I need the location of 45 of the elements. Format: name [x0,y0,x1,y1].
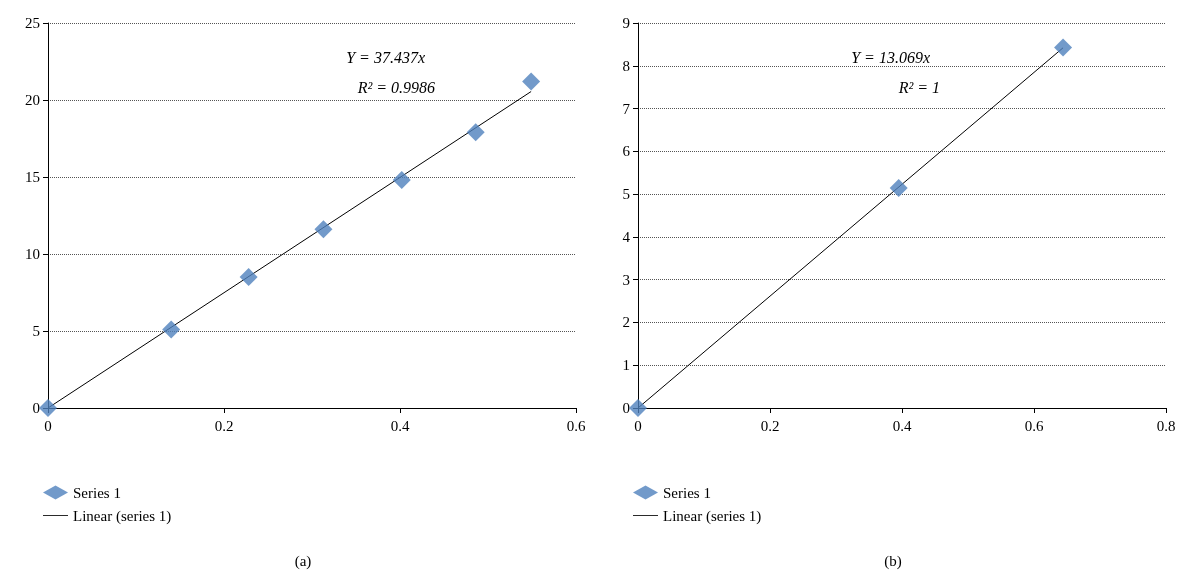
y-tick-label: 0 [622,400,630,416]
x-tick-label: 0.6 [566,417,586,434]
legend-label: Series 1 [73,484,121,501]
point [162,320,181,339]
y-tick-label: 15 [25,169,40,185]
y-tick-label: 7 [622,100,631,117]
x-tick-label: 0.4 [390,417,410,434]
y-tick-label: 10 [25,246,40,262]
legend-label: Series 1 [663,484,711,501]
y-tick-label: 25 [25,15,40,31]
y-tick-label: 3 [622,271,630,288]
text: (b) [884,552,902,570]
x-tick-label: 0.6 [1024,417,1044,434]
x-tick-label: 0 [44,417,52,434]
y-tick-label: 5 [32,323,40,339]
y-tick-label: 1 [622,357,630,374]
point [39,399,57,417]
point [1054,38,1073,57]
point [522,72,541,91]
y-tick-label: 9 [622,15,630,31]
annotation: Y = 13.069x [851,48,930,66]
y-tick-label: 20 [25,92,40,108]
y-tick-label: 8 [622,57,630,74]
y-tick-label: 2 [622,314,630,331]
x-tick-label: 0.8 [1156,417,1176,434]
y-tick-label: 6 [622,143,631,160]
point [629,399,647,417]
y-tick-label: 0 [32,400,40,416]
x-tick-label: 0.2 [214,417,234,434]
point [239,268,258,287]
x-tick-label: 0.4 [892,417,912,434]
legend-label: Linear (series 1) [73,507,172,525]
x-tick-label: 0 [634,417,642,434]
y-tick-label: 4 [622,228,631,245]
annotation: R² = 1 [897,78,941,96]
point [314,220,333,239]
legend-label: Linear (series 1) [663,507,762,525]
x-tick-label: 0.2 [760,417,780,434]
point [466,123,485,142]
annotation: Y = 37.437x [346,48,425,66]
point [392,171,411,190]
annotation: R² = 0.9986 [356,78,436,96]
text: (a) [294,552,312,570]
point [889,179,908,198]
y-tick-label: 5 [622,186,630,203]
